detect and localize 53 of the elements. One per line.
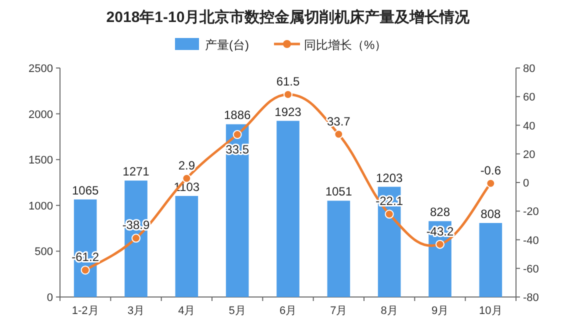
x-tick-label: 6月 <box>279 305 297 317</box>
x-tick-label: 8月 <box>380 305 398 317</box>
x-tick-label: 10月 <box>479 305 502 317</box>
point <box>384 210 394 219</box>
x-tick-label: 4月 <box>178 305 196 317</box>
y2-tick-label: -80 <box>523 292 539 304</box>
data-label: 1886 <box>224 108 252 122</box>
y-tick-label: 2500 <box>28 63 53 75</box>
x-tick-label: 1-2月 <box>72 305 99 317</box>
bar <box>327 200 350 297</box>
data-label: -0.6 <box>480 163 502 178</box>
point <box>232 130 242 140</box>
y2-tick-label: 40 <box>523 120 536 132</box>
point <box>436 240 444 249</box>
chart-title: 2018年1-10月北京市数控金属切削机床产量及增长情况 <box>106 8 471 26</box>
y2-tick-label: 0 <box>523 178 530 190</box>
data-label: 1051 <box>325 184 352 199</box>
y2-tick-label: -20 <box>523 206 539 218</box>
bar <box>276 120 300 297</box>
y-tick-label: 0 <box>46 292 53 304</box>
point <box>80 266 90 275</box>
data-label: 2.9 <box>178 158 196 172</box>
y-tick-label: 2000 <box>28 108 53 121</box>
y2-tick-label: 60 <box>523 92 536 104</box>
x-tick-label: 3月 <box>127 305 145 317</box>
y-tick-label: 1500 <box>28 154 53 167</box>
legend-label: 同比增长（%） <box>304 38 387 52</box>
x-tick-label: 5月 <box>228 305 246 317</box>
y2-tick-label: 20 <box>523 148 536 161</box>
data-label: 33.7 <box>326 114 351 128</box>
data-label: 1271 <box>122 164 150 179</box>
x-tick-label: 7月 <box>330 305 348 317</box>
y-tick-label: 500 <box>34 246 53 258</box>
y2-tick-label: -40 <box>523 234 539 247</box>
data-label: 1065 <box>72 183 100 198</box>
y2-tick-label: 80 <box>523 63 536 75</box>
y2-tick-label: -60 <box>523 263 539 276</box>
x-tick-label: 9月 <box>431 305 449 317</box>
data-label: 1923 <box>274 104 302 119</box>
data-label: 828 <box>430 205 450 220</box>
point <box>486 178 496 188</box>
data-label: 61.5 <box>276 74 300 88</box>
bar <box>226 124 249 297</box>
bar <box>479 222 502 297</box>
y-tick-label: 1000 <box>28 200 53 212</box>
data-label: 808 <box>480 206 501 221</box>
legend-label: 产量(台) <box>205 38 249 52</box>
point <box>132 234 140 243</box>
data-label: 33.5 <box>226 142 250 157</box>
bar <box>124 180 148 297</box>
bar <box>175 196 198 297</box>
data-label: 1203 <box>376 170 404 185</box>
point <box>334 130 344 139</box>
